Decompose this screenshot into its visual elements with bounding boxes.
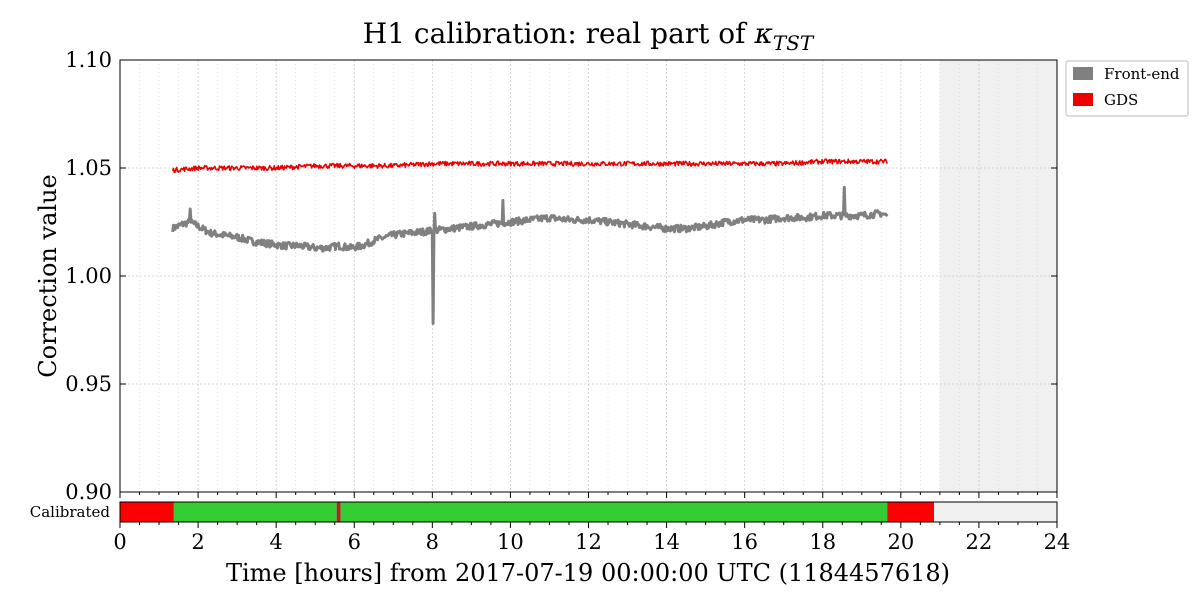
state-segment	[173, 502, 337, 522]
x-tick-label: 22	[966, 530, 993, 554]
y-ticks: 0.90 0.95 1.00 1.05 1.10	[65, 48, 1057, 504]
y-tick-label: 1.10	[65, 48, 112, 72]
state-segment	[340, 502, 888, 522]
legend-swatch-front-end	[1073, 67, 1093, 80]
state-segment	[934, 502, 1057, 522]
x-tick-label: 16	[731, 530, 758, 554]
legend-box	[1065, 60, 1189, 117]
x-tick-label: 8	[426, 530, 439, 554]
plot-area: 0.90 0.95 1.00 1.05 1.10	[65, 48, 1058, 504]
state-bar-label: Calibrated	[30, 503, 111, 521]
y-tick-label: 0.90	[65, 480, 112, 504]
y-tick-label: 0.95	[65, 372, 112, 396]
grid-lines	[120, 59, 1057, 493]
state-segments	[120, 502, 1057, 522]
x-tick-label: 18	[809, 530, 836, 554]
state-bar: Calibrated	[30, 501, 1058, 523]
x-tick-label: 0	[113, 530, 126, 554]
legend-swatch-gds	[1073, 93, 1093, 106]
chart-title: H1 calibration: real part of κTST	[363, 17, 815, 55]
x-tick-label: 20	[887, 530, 914, 554]
series-line-gds	[171, 158, 888, 174]
legend-label-gds: GDS	[1104, 91, 1138, 109]
x-tick-label: 14	[653, 530, 680, 554]
state-segment	[336, 502, 341, 522]
x-axis-label: Time [hours] from 2017-07-19 00:00:00 UT…	[226, 559, 950, 587]
state-segment	[120, 502, 174, 522]
y-tick-label: 1.05	[65, 156, 112, 180]
x-tick-label: 24	[1044, 530, 1071, 554]
y-tick-label: 1.00	[65, 264, 112, 288]
x-tick-label: 4	[269, 530, 282, 554]
series-layer	[171, 158, 889, 325]
state-segment	[887, 502, 935, 522]
x-tick-label: 10	[497, 530, 524, 554]
legend: Front-end GDS	[1065, 60, 1189, 117]
x-ticks: 0 2 4 6 8 10 12 14 16 18 20 22 24	[113, 492, 1070, 554]
x-tick-label: 12	[575, 530, 602, 554]
x-tick-label: 6	[348, 530, 361, 554]
series-line-front-end	[171, 185, 889, 325]
y-axis-label: Correction value	[34, 174, 62, 377]
x-tick-label: 2	[191, 530, 204, 554]
legend-label-front-end: Front-end	[1104, 65, 1180, 83]
